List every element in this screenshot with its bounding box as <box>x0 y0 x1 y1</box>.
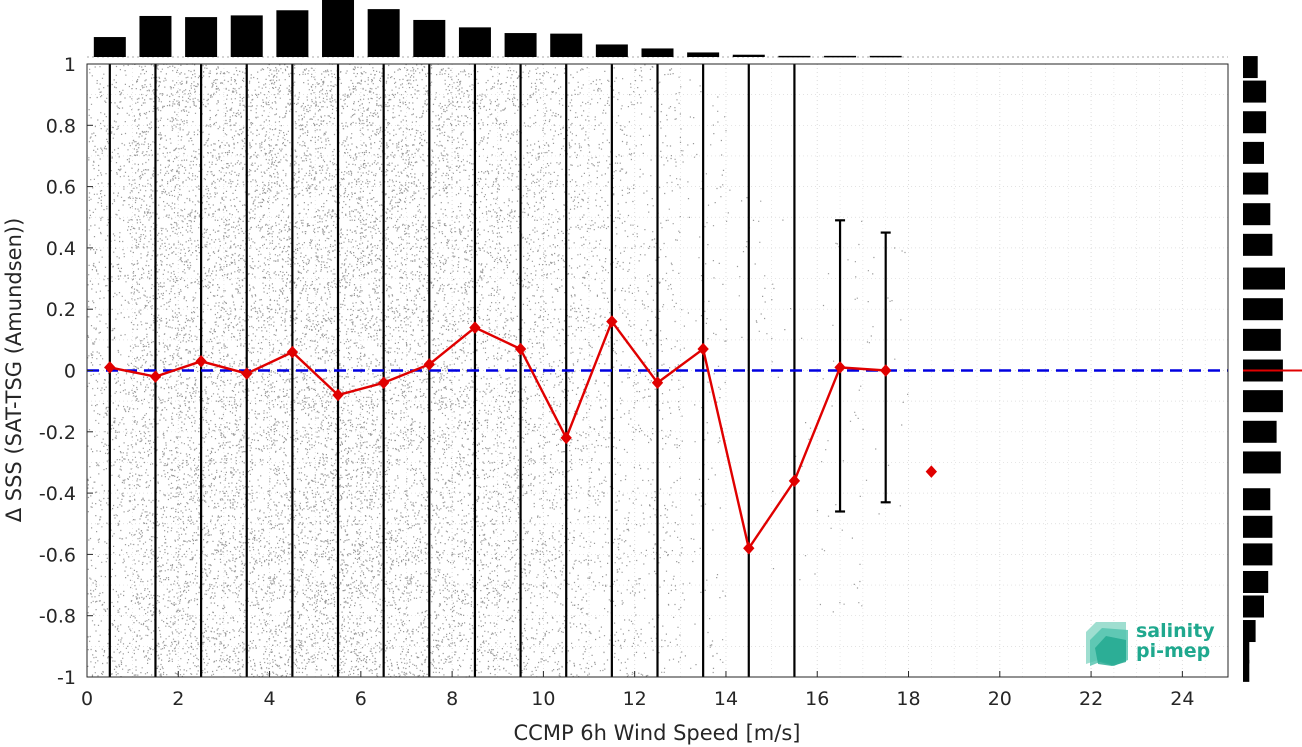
mean-point <box>423 358 435 371</box>
x-ticks: 0 2 4 6 8 10 12 14 16 18 20 22 24 <box>81 671 1194 710</box>
top-histogram-bar <box>550 33 583 57</box>
y-tick-label: 0.4 <box>46 238 76 260</box>
x-axis-title: CCMP 6h Wind Speed [m/s] <box>514 721 801 745</box>
right-histogram-bar <box>1243 595 1264 618</box>
x-tick-label: 0 <box>81 688 93 710</box>
right-histogram-bar <box>1243 641 1250 664</box>
y-tick-label: 0 <box>64 361 76 383</box>
y-tick-label: 0.8 <box>46 115 76 137</box>
right-histogram-bar <box>1243 203 1271 226</box>
right-histogram-bar <box>1243 56 1258 79</box>
mean-point <box>377 376 390 390</box>
x-tick-label: 2 <box>172 688 184 710</box>
top-histogram-bar <box>413 19 446 57</box>
y-tick-label: -0.6 <box>39 544 76 566</box>
logo-text-line2: pi-mep <box>1136 640 1210 662</box>
x-tick-label: 6 <box>355 688 367 710</box>
top-histogram-bar <box>139 15 172 58</box>
y-axis-title: Δ SSS (SAT-TSG (Amundsen)) <box>2 218 26 523</box>
top-histogram-bar <box>367 9 400 58</box>
mean-point <box>743 542 755 555</box>
top-histogram-bar <box>595 44 628 57</box>
mean-point <box>697 342 709 356</box>
x-tick-label: 20 <box>988 688 1012 710</box>
x-tick-label: 4 <box>264 688 276 710</box>
x-tick-label: 18 <box>896 688 920 710</box>
y-tick-label: 0.2 <box>46 299 76 321</box>
right-histogram-bar <box>1243 141 1264 164</box>
mean-point <box>880 364 892 377</box>
y-tick-label: 1 <box>64 54 76 76</box>
y-tick-label: -0.8 <box>39 606 76 628</box>
mean-point <box>834 361 846 374</box>
y-tick-label: 0.6 <box>46 177 76 199</box>
top-histogram-bar <box>869 55 902 58</box>
mean-point <box>788 474 801 488</box>
top-histogram-bar <box>93 37 126 57</box>
top-histogram-bar <box>824 55 857 58</box>
right-histogram-bar <box>1243 298 1283 321</box>
mean-point <box>469 321 481 334</box>
mean-series <box>104 315 938 555</box>
x-tick-label: 12 <box>623 688 647 710</box>
mean-point <box>332 388 344 402</box>
salinity-logo: salinity pi-mep <box>1086 620 1215 666</box>
mean-point <box>149 370 162 383</box>
right-histogram-bar <box>1243 420 1277 443</box>
y-tick-label: -1 <box>57 667 76 689</box>
x-tick-label: 14 <box>714 688 738 710</box>
right-histogram-bar <box>1243 451 1281 474</box>
logo-text-line1: salinity <box>1136 620 1215 642</box>
right-histogram-bar <box>1243 111 1267 134</box>
right-histogram-bar <box>1243 620 1256 643</box>
top-histogram-bar <box>458 27 491 57</box>
mean-line <box>109 319 886 552</box>
x-tick-label: 22 <box>1079 688 1103 710</box>
plot-area <box>86 63 1229 678</box>
right-histogram <box>1243 56 1302 682</box>
right-histogram-bar <box>1243 233 1273 256</box>
top-histogram-bar <box>687 52 720 57</box>
right-histogram-bar <box>1243 543 1273 566</box>
right-histogram-bar <box>1243 80 1267 103</box>
right-histogram-bar <box>1243 488 1271 511</box>
top-histogram-bar <box>778 55 811 58</box>
mean-point <box>514 342 527 356</box>
x-tick-label: 8 <box>446 688 458 710</box>
top-histogram-bar <box>185 17 218 58</box>
top-histogram-bar <box>230 15 263 58</box>
scatter-cloud <box>87 63 909 678</box>
y-tick-label: -0.2 <box>39 422 76 444</box>
right-histogram-bar <box>1243 328 1281 351</box>
scatter-points <box>87 63 909 678</box>
x-tick-label: 16 <box>805 688 829 710</box>
top-histogram-bar <box>732 54 765 57</box>
top-histogram-bar <box>641 48 674 57</box>
logo-icon <box>1086 622 1128 666</box>
mean-point <box>560 431 572 445</box>
right-histogram-bar <box>1243 172 1269 195</box>
mean-point <box>651 376 664 390</box>
mean-point <box>195 355 207 368</box>
mean-point <box>925 465 938 478</box>
top-histogram-bar <box>504 33 537 57</box>
right-histogram-bar <box>1243 659 1250 682</box>
right-histogram-bar <box>1243 390 1283 413</box>
top-histogram <box>87 0 1228 58</box>
top-histogram-bar <box>276 10 309 57</box>
mean-point <box>104 361 116 374</box>
mean-point <box>606 315 618 328</box>
right-histogram-bar <box>1243 267 1285 290</box>
x-tick-label: 10 <box>531 688 555 710</box>
top-histogram-bar <box>322 0 355 57</box>
y-ticks: -1 -0.8 -0.6 -0.4 -0.2 0 0.2 0.4 0.6 0.8 1 <box>39 54 93 689</box>
right-histogram-bar <box>1243 570 1269 593</box>
mean-point <box>286 345 299 359</box>
right-histogram-bar <box>1243 515 1273 538</box>
mean-point <box>241 367 253 380</box>
x-tick-label: 24 <box>1170 688 1194 710</box>
y-tick-label: -0.4 <box>39 483 76 505</box>
